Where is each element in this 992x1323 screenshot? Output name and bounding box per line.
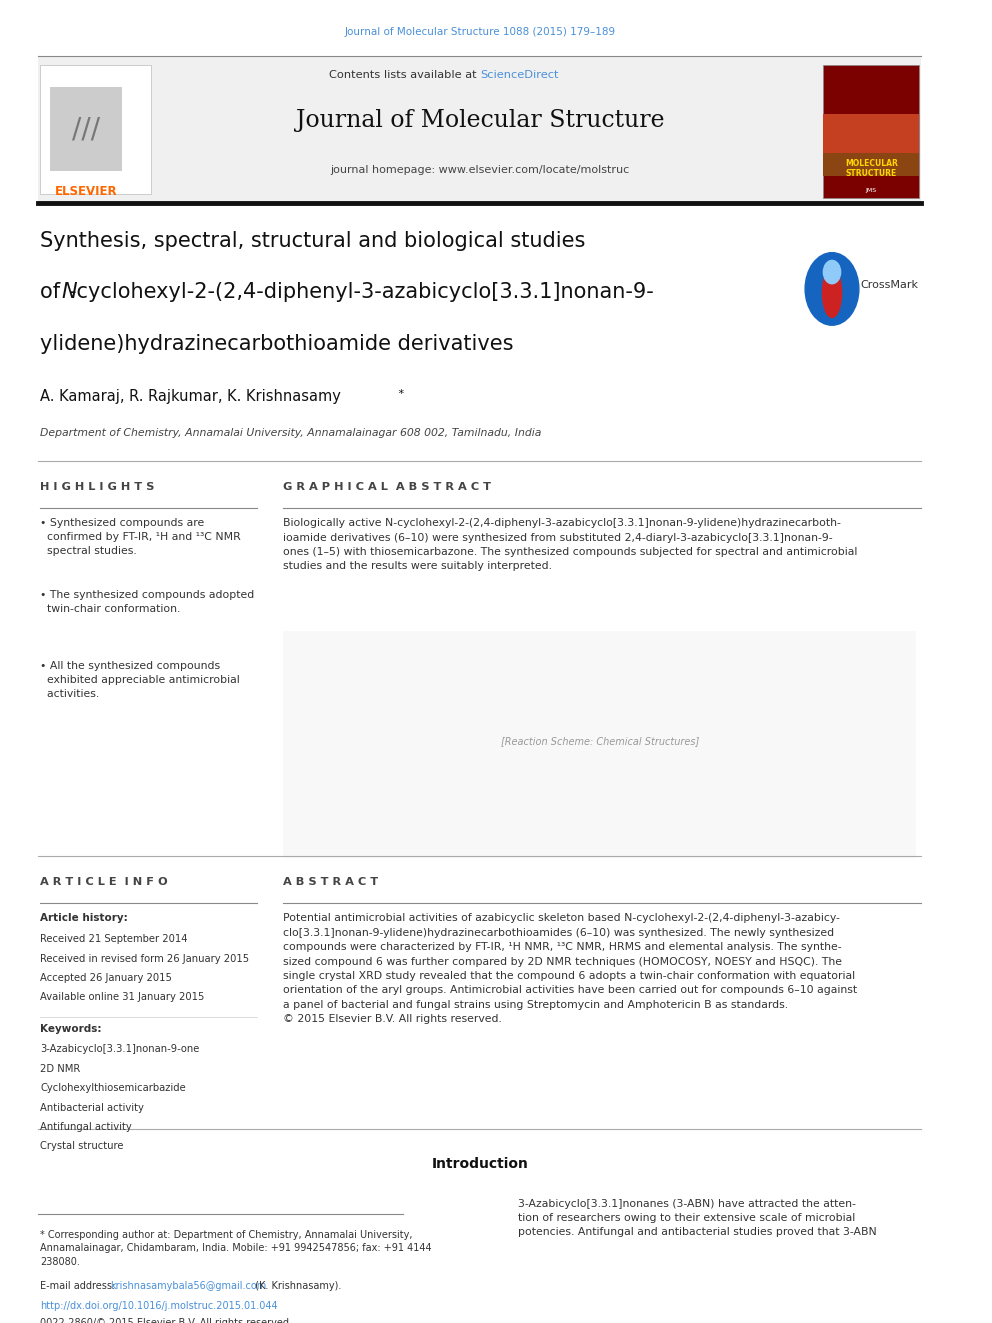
Text: • Synthesized compounds are
  confirmed by FT-IR, ¹H and ¹³C NMR
  spectral stud: • Synthesized compounds are confirmed by… (41, 519, 241, 556)
Text: * Corresponding author at: Department of Chemistry, Annamalai University,
Annama: * Corresponding author at: Department of… (41, 1229, 432, 1267)
Text: [Reaction Scheme: Chemical Structures]: [Reaction Scheme: Chemical Structures] (501, 736, 699, 746)
Ellipse shape (823, 261, 840, 283)
Text: H I G H L I G H T S: H I G H L I G H T S (41, 482, 155, 492)
FancyBboxPatch shape (823, 114, 920, 153)
Text: Accepted 26 January 2015: Accepted 26 January 2015 (41, 972, 173, 983)
Ellipse shape (822, 269, 841, 318)
Text: Available online 31 January 2015: Available online 31 January 2015 (41, 992, 204, 1003)
Text: E-mail address:: E-mail address: (41, 1282, 119, 1291)
Text: Journal of Molecular Structure: Journal of Molecular Structure (296, 108, 664, 132)
Text: of: of (41, 282, 67, 303)
Text: Received 21 September 2014: Received 21 September 2014 (41, 934, 187, 945)
Text: journal homepage: www.elsevier.com/locate/molstruc: journal homepage: www.elsevier.com/locat… (330, 165, 630, 175)
FancyBboxPatch shape (823, 65, 920, 198)
Text: ylidene)hydrazinecarbothioamide derivatives: ylidene)hydrazinecarbothioamide derivati… (41, 335, 514, 355)
Text: 0022-2860/© 2015 Elsevier B.V. All rights reserved.: 0022-2860/© 2015 Elsevier B.V. All right… (41, 1318, 293, 1323)
Text: N: N (62, 282, 77, 303)
Text: JMS: JMS (866, 188, 877, 193)
Text: A. Kamaraj, R. Rajkumar, K. Krishnasamy: A. Kamaraj, R. Rajkumar, K. Krishnasamy (41, 389, 341, 404)
Text: MOLECULAR
STRUCTURE: MOLECULAR STRUCTURE (845, 159, 898, 179)
Circle shape (806, 253, 859, 325)
Text: http://dx.doi.org/10.1016/j.molstruc.2015.01.044: http://dx.doi.org/10.1016/j.molstruc.201… (41, 1301, 278, 1311)
Text: Keywords:: Keywords: (41, 1024, 102, 1033)
FancyBboxPatch shape (50, 87, 122, 171)
FancyBboxPatch shape (39, 57, 922, 204)
Text: Contents lists available at: Contents lists available at (328, 70, 480, 81)
Text: • The synthesized compounds adopted
  twin-chair conformation.: • The synthesized compounds adopted twin… (41, 590, 255, 614)
Text: Cyclohexylthiosemicarbazide: Cyclohexylthiosemicarbazide (41, 1084, 186, 1093)
Text: ///: /// (71, 115, 100, 144)
Text: • All the synthesized compounds
  exhibited appreciable antimicrobial
  activiti: • All the synthesized compounds exhibite… (41, 660, 240, 699)
Text: CrossMark: CrossMark (861, 280, 919, 290)
Text: ScienceDirect: ScienceDirect (480, 70, 558, 81)
Text: Article history:: Article history: (41, 913, 128, 923)
Text: Received in revised form 26 January 2015: Received in revised form 26 January 2015 (41, 954, 249, 963)
Text: krishnasamybala56@gmail.com: krishnasamybala56@gmail.com (110, 1282, 267, 1291)
Text: *: * (396, 389, 405, 398)
Text: 3-Azabicyclo[3.3.1]nonanes (3-ABN) have attracted the atten-
tion of researchers: 3-Azabicyclo[3.3.1]nonanes (3-ABN) have … (518, 1199, 877, 1237)
Text: 2D NMR: 2D NMR (41, 1064, 80, 1074)
Text: Department of Chemistry, Annamalai University, Annamalainagar 608 002, Tamilnadu: Department of Chemistry, Annamalai Unive… (41, 427, 542, 438)
Text: (K. Krishnasamy).: (K. Krishnasamy). (252, 1282, 342, 1291)
Text: Biologically active N-cyclohexyl-2-(2,4-diphenyl-3-azabicyclo[3.3.1]nonan-9-ylid: Biologically active N-cyclohexyl-2-(2,4-… (283, 519, 857, 572)
Text: ELSEVIER: ELSEVIER (55, 185, 117, 198)
Text: Antifungal activity: Antifungal activity (41, 1122, 132, 1132)
Text: Antibacterial activity: Antibacterial activity (41, 1102, 144, 1113)
Text: -cyclohexyl-2-(2,4-diphenyl-3-azabicyclo[3.3.1]nonan-9-: -cyclohexyl-2-(2,4-diphenyl-3-azabicyclo… (69, 282, 654, 303)
Text: A B S T R A C T: A B S T R A C T (283, 877, 378, 888)
Text: Potential antimicrobial activities of azabicyclic skeleton based N-cyclohexyl-2-: Potential antimicrobial activities of az… (283, 913, 857, 1024)
FancyBboxPatch shape (41, 65, 151, 194)
Text: A R T I C L E  I N F O: A R T I C L E I N F O (41, 877, 168, 888)
Text: 3-Azabicyclo[3.3.1]nonan-9-one: 3-Azabicyclo[3.3.1]nonan-9-one (41, 1044, 199, 1054)
Text: Crystal structure: Crystal structure (41, 1142, 124, 1151)
FancyBboxPatch shape (823, 153, 920, 176)
Text: Journal of Molecular Structure 1088 (2015) 179–189: Journal of Molecular Structure 1088 (201… (344, 28, 615, 37)
Text: G R A P H I C A L  A B S T R A C T: G R A P H I C A L A B S T R A C T (283, 482, 491, 492)
Text: Synthesis, spectral, structural and biological studies: Synthesis, spectral, structural and biol… (41, 230, 585, 250)
Text: Introduction: Introduction (432, 1158, 529, 1171)
FancyBboxPatch shape (283, 631, 917, 857)
